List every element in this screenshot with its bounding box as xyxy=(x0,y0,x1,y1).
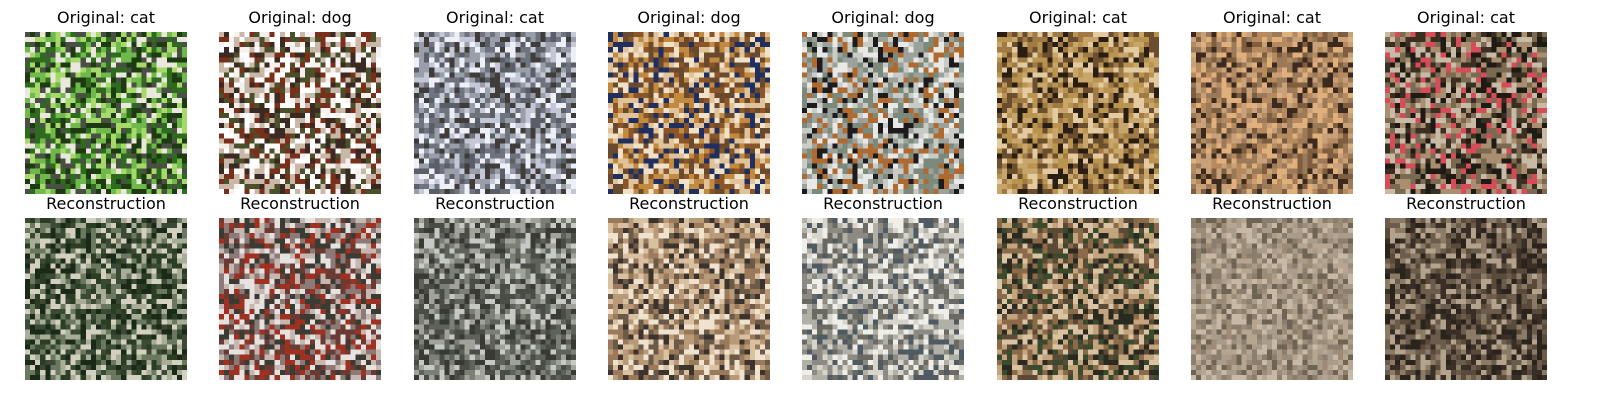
original-title: Original: dog xyxy=(637,8,741,27)
reconstruction-title: Reconstruction xyxy=(1018,194,1138,213)
original-image xyxy=(1385,32,1547,194)
original-image xyxy=(608,32,770,194)
original-title: Original: cat xyxy=(446,8,544,27)
original-title: Original: dog xyxy=(831,8,935,27)
reconstruction-title: Reconstruction xyxy=(1212,194,1332,213)
reconstruction-image xyxy=(1191,218,1353,380)
original-image xyxy=(25,32,187,194)
reconstruction-title: Reconstruction xyxy=(629,194,749,213)
reconstruction-image xyxy=(997,218,1159,380)
reconstruction-image xyxy=(1385,218,1547,380)
original-title: Original: cat xyxy=(1417,8,1515,27)
original-title: Original: dog xyxy=(248,8,352,27)
reconstruction-image xyxy=(802,218,964,380)
reconstruction-image xyxy=(414,218,576,380)
reconstruction-image xyxy=(608,218,770,380)
original-title: Original: cat xyxy=(57,8,155,27)
reconstruction-title: Reconstruction xyxy=(435,194,555,213)
original-image xyxy=(219,32,381,194)
original-title: Original: cat xyxy=(1223,8,1321,27)
original-image xyxy=(414,32,576,194)
original-image xyxy=(802,32,964,194)
original-title: Original: cat xyxy=(1029,8,1127,27)
reconstruction-image xyxy=(219,218,381,380)
reconstruction-title: Reconstruction xyxy=(46,194,166,213)
reconstruction-title: Reconstruction xyxy=(823,194,943,213)
original-image xyxy=(997,32,1159,194)
reconstruction-title: Reconstruction xyxy=(1406,194,1526,213)
reconstruction-image xyxy=(25,218,187,380)
reconstruction-title: Reconstruction xyxy=(240,194,360,213)
original-image xyxy=(1191,32,1353,194)
